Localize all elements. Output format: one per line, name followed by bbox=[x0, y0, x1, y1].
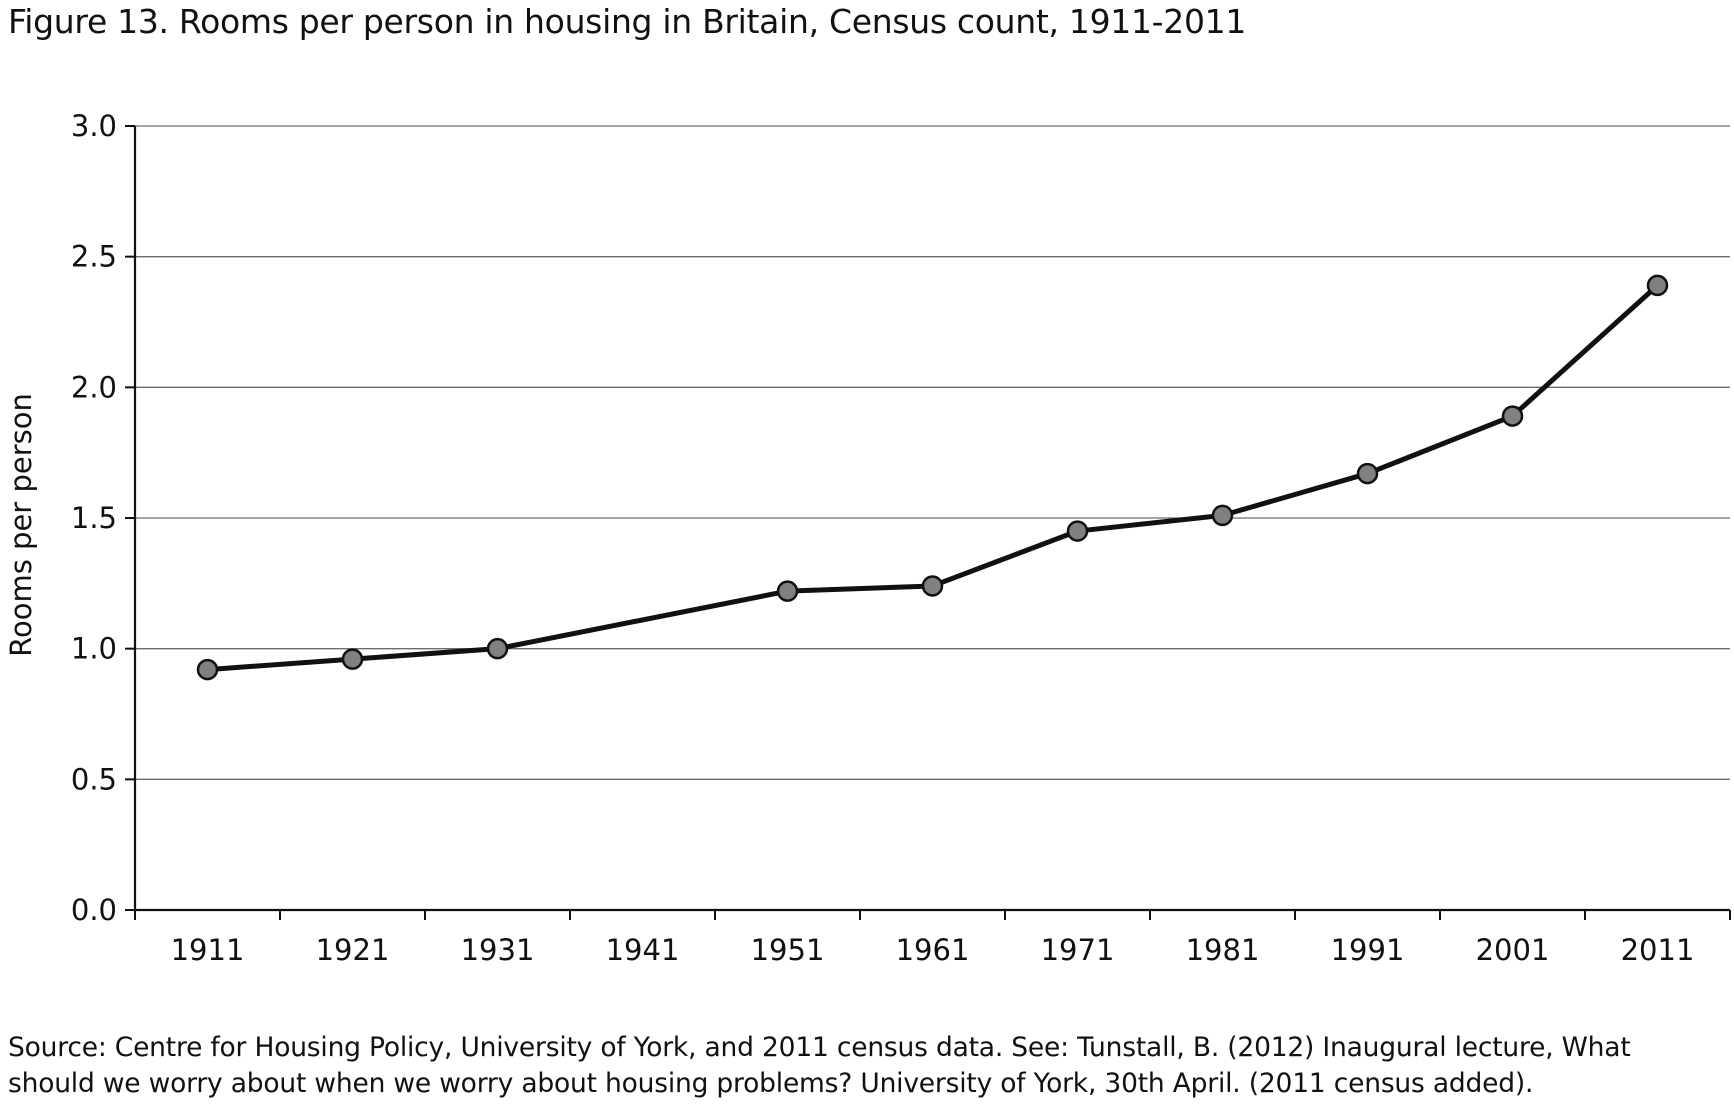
y-tick-label: 2.0 bbox=[71, 370, 117, 404]
x-tick-label: 1971 bbox=[1041, 933, 1115, 967]
data-point bbox=[921, 575, 944, 597]
x-tick-label: 1941 bbox=[606, 933, 680, 967]
chart-title: Figure 13. Rooms per person in housing i… bbox=[8, 2, 1247, 41]
x-tick-label: 1951 bbox=[751, 933, 825, 967]
data-point bbox=[1066, 520, 1089, 542]
line-chart: 0.00.51.01.52.02.53.0 1911 1921 1931 1941 19… bbox=[4, 109, 1731, 967]
x-axis-ticks bbox=[134, 910, 1731, 920]
axes bbox=[125, 125, 1730, 912]
data-point bbox=[486, 637, 509, 660]
data-point bbox=[1211, 504, 1234, 527]
x-tick-label: 2011 bbox=[1621, 933, 1695, 967]
grid-lines bbox=[135, 125, 1730, 780]
data-point bbox=[341, 648, 364, 670]
y-tick-label: 0.0 bbox=[71, 893, 117, 927]
data-point bbox=[1356, 462, 1379, 485]
x-tick-label: 1991 bbox=[1331, 933, 1405, 967]
y-tick-label: 1.0 bbox=[71, 632, 117, 666]
y-tick-label: 0.5 bbox=[71, 762, 117, 796]
y-axis-title: Rooms per person bbox=[4, 393, 38, 657]
y-tick-label: 1.5 bbox=[71, 501, 117, 535]
data-point bbox=[196, 658, 219, 681]
x-tick-label: 1931 bbox=[461, 933, 535, 967]
x-tick-label: 2001 bbox=[1476, 933, 1550, 967]
data-point bbox=[1501, 405, 1524, 427]
data-point bbox=[776, 580, 799, 602]
x-tick-label: 1961 bbox=[896, 933, 970, 967]
y-axis-tick-labels: 0.0 0.5 1.0 1.5 2.0 2.5 3.0 bbox=[71, 109, 117, 927]
x-axis-tick-labels: 1911 1921 1931 1941 1951 1961 1971 1981 1991 2001… bbox=[171, 933, 1695, 967]
x-tick-label: 1911 bbox=[171, 933, 245, 967]
data-point bbox=[1646, 274, 1669, 297]
series-group bbox=[196, 274, 1669, 681]
y-tick-label: 2.5 bbox=[71, 240, 117, 274]
y-tick-label: 3.0 bbox=[71, 109, 117, 143]
source-note: Source: Centre for Housing Policy, Unive… bbox=[8, 1032, 1631, 1099]
x-tick-label: 1921 bbox=[316, 933, 390, 967]
x-tick-label: 1981 bbox=[1186, 933, 1260, 967]
series-line bbox=[207, 283, 1660, 673]
